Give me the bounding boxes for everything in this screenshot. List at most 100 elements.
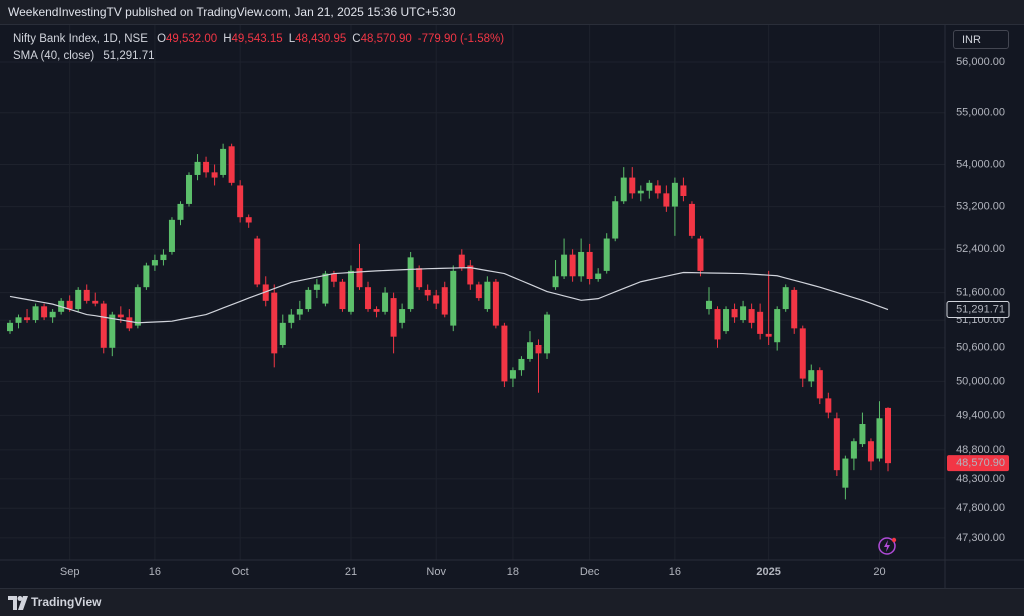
y-tick-label: 53,200.00 (956, 200, 1005, 212)
candle-body (526, 342, 533, 359)
candle-body (876, 418, 883, 459)
candle-body (407, 257, 414, 310)
candle-body (475, 284, 482, 299)
candle-body (228, 146, 235, 183)
price-label: 48,570.90 (956, 457, 1005, 469)
brand-logo (8, 596, 28, 610)
candle-body (731, 309, 738, 318)
candle-body (552, 276, 559, 288)
candle-body (313, 284, 320, 290)
candle-body (24, 317, 31, 321)
ohlc-key: O (157, 33, 167, 45)
change: -779.90 (-1.58%) (417, 33, 505, 45)
candle-body (109, 314, 116, 348)
candle-body (83, 289, 90, 301)
candle-body (646, 182, 653, 191)
x-tick-label: 18 (507, 566, 519, 578)
candle-body (382, 292, 389, 312)
candle-body (765, 333, 772, 337)
ohlc-key: H (223, 33, 232, 45)
symbol[interactable]: Nifty Bank Index, 1D, NSE (13, 33, 148, 45)
candle-body (245, 217, 252, 223)
candle-body (296, 309, 303, 315)
candle-body (629, 177, 636, 194)
candle-body (237, 185, 244, 218)
candle-body (714, 309, 721, 340)
candle-body (697, 238, 704, 271)
y-tick-label: 50,000.00 (956, 375, 1005, 387)
candle-body (305, 289, 312, 310)
candle-body (586, 251, 593, 280)
brand: TradingView (31, 595, 102, 609)
candle-body (288, 314, 295, 323)
candle-body (347, 270, 354, 312)
x-tick-label: Oct (232, 566, 249, 578)
candle-body (791, 289, 798, 329)
x-tick-label: Sep (60, 566, 80, 578)
ohlc-value: 48,430.95 (295, 33, 347, 45)
candle-body (186, 174, 193, 204)
x-tick-label: 16 (149, 566, 161, 578)
symbol-legend: Nifty Bank Index, 1D, NSE O49,532.00 H49,… (13, 31, 504, 48)
candle-body (671, 182, 678, 207)
x-tick-label: 20 (873, 566, 885, 578)
candle-body (441, 287, 448, 315)
y-tick-label: 54,000.00 (956, 158, 1005, 170)
y-tick-label: 50,600.00 (956, 342, 1005, 354)
candle-body (620, 177, 627, 202)
currency-button[interactable]: INR (953, 30, 1009, 49)
candle-body (492, 281, 499, 326)
indicator-legend: SMA (40, close) 51,291.71 (13, 48, 504, 65)
candle-body (339, 281, 346, 310)
candle-body (279, 322, 286, 346)
candle-body (100, 303, 107, 348)
candle-body (501, 325, 508, 382)
candle-body (262, 284, 269, 301)
y-tick-label: 52,400.00 (956, 243, 1005, 255)
y-tick-label: 47,300.00 (956, 532, 1005, 544)
x-tick-label: 21 (345, 566, 357, 578)
indicator-name[interactable]: SMA (40, close) (13, 50, 95, 62)
candle-body (757, 311, 764, 334)
candle-body (867, 441, 874, 462)
ohlc-value: 49,543.15 (231, 33, 283, 45)
candle-body (203, 161, 210, 173)
alert-icon[interactable] (878, 537, 897, 555)
candle-body (723, 309, 730, 332)
candle-body (143, 265, 150, 288)
candle-body (595, 273, 602, 280)
candle-body (654, 185, 661, 194)
candle-body (49, 311, 56, 318)
candle-body (75, 289, 82, 310)
candle-body (688, 203, 695, 236)
candle-body (399, 309, 406, 323)
candle-body (842, 458, 849, 488)
ohlc-value: 48,570.90 (360, 33, 412, 45)
ohlc-value: 49,532.00 (166, 33, 218, 45)
ohlc-key: L (288, 33, 296, 45)
candle-body (254, 238, 261, 285)
price-label-box (947, 455, 1009, 472)
publisher-bar: WeekendInvestingTV published on TradingV… (0, 0, 1024, 25)
candle-body (467, 265, 474, 285)
candle-body (850, 441, 857, 459)
price-label: 51,291.71 (956, 303, 1005, 315)
candle-body (637, 190, 644, 194)
candle-body (544, 314, 551, 354)
candle-body (92, 300, 99, 304)
candle-body (808, 370, 815, 382)
x-tick-label: 2025 (756, 566, 780, 578)
candle-body (799, 328, 806, 379)
candle-body (117, 314, 124, 318)
ohlc-key: C (352, 33, 361, 45)
x-tick-label: 16 (669, 566, 681, 578)
candle-body (833, 418, 840, 471)
indicator-value: 51,291.71 (103, 50, 155, 62)
candle-body (561, 254, 568, 277)
candle-body (705, 300, 712, 310)
candle-body (816, 370, 823, 399)
candle-body (774, 309, 781, 343)
footer: TradingView (0, 588, 1024, 616)
candle-body (356, 268, 363, 288)
